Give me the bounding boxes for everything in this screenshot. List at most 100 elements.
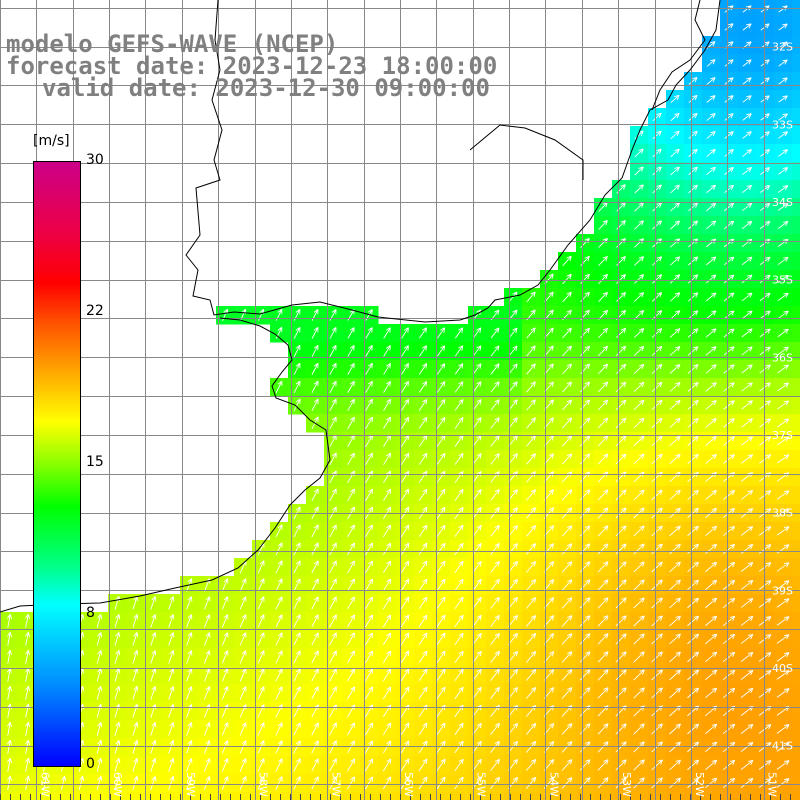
wind-arrow — [634, 202, 644, 212]
field-cell — [756, 792, 775, 800]
field-cell — [90, 792, 109, 800]
wind-arrow — [777, 185, 789, 193]
wind-arrow — [598, 345, 609, 357]
wind-arrow — [670, 94, 680, 104]
wind-arrow — [293, 362, 301, 376]
lon-label: 61W — [38, 772, 51, 797]
wind-arrow — [615, 345, 627, 357]
lon-label: 59W — [184, 772, 197, 797]
field-cell — [792, 252, 800, 271]
wind-arrow — [778, 77, 788, 85]
colorbar-unit: [m/s] — [33, 133, 70, 149]
wind-arrow — [706, 130, 716, 139]
wind-arrow — [723, 220, 735, 230]
wind-arrow — [275, 380, 283, 394]
wind-arrow — [724, 59, 734, 67]
wind-arrow — [669, 274, 681, 284]
wind-arrow — [778, 59, 788, 67]
field-cell — [792, 576, 800, 595]
wind-arrow — [723, 328, 735, 338]
colorbar-tick-label: 22 — [86, 303, 104, 319]
wind-arrow — [526, 363, 536, 375]
wind-arrow — [616, 292, 626, 302]
field-cell — [792, 270, 800, 289]
wind-arrow — [454, 345, 464, 357]
field-cell — [72, 792, 91, 800]
field-cell — [0, 792, 19, 800]
wind-arrow — [490, 327, 500, 339]
wind-arrow — [651, 346, 663, 356]
wind-arrow — [490, 345, 500, 357]
wind-arrow — [687, 346, 699, 356]
wind-arrow — [508, 345, 518, 357]
wind-arrow — [275, 326, 283, 339]
wind-arrow — [347, 362, 355, 375]
wind-arrow — [688, 148, 698, 158]
lat-label: 39S — [772, 584, 793, 597]
wind-arrow — [616, 327, 627, 338]
wind-arrow — [526, 327, 536, 339]
wind-arrow — [687, 274, 699, 284]
wind-arrow — [687, 292, 699, 302]
wind-arrow — [580, 345, 590, 357]
field-cell — [792, 738, 800, 757]
wind-arrow — [633, 345, 645, 356]
field-cell — [774, 792, 793, 800]
field-cell — [450, 792, 469, 800]
field-cell — [792, 180, 800, 199]
wind-arrow — [454, 327, 464, 339]
wind-arrow — [742, 149, 752, 157]
wind-arrow — [562, 255, 572, 267]
lon-label: 60W — [111, 772, 124, 797]
wind-arrow — [634, 220, 644, 230]
field-cell — [792, 234, 800, 253]
wind-arrow — [652, 220, 662, 230]
field-cell — [702, 792, 721, 800]
wind-arrow — [418, 363, 428, 375]
field-cell — [270, 792, 289, 800]
wind-arrow — [778, 149, 788, 157]
wind-arrow — [508, 363, 518, 375]
wind-arrow — [544, 363, 554, 375]
field-cell — [792, 450, 800, 469]
field-cell — [792, 18, 800, 37]
lat-label: 36S — [772, 351, 793, 364]
field-cell — [792, 612, 800, 631]
wind-arrow — [472, 327, 482, 339]
wind-arrow — [723, 292, 735, 302]
lat-label: 41S — [772, 740, 793, 753]
lon-label: 55W — [475, 772, 488, 797]
wind-arrow — [688, 77, 698, 85]
wind-arrow — [633, 328, 645, 338]
field-cell — [54, 792, 73, 800]
wind-arrow — [741, 256, 753, 266]
wind-arrow — [706, 77, 716, 85]
wind-arrow — [598, 273, 608, 284]
field-cell — [144, 792, 163, 800]
wind-arrow — [706, 113, 716, 121]
wind-arrow — [741, 346, 753, 356]
wind-arrow — [311, 362, 319, 375]
field-cell — [288, 792, 307, 800]
wind-arrow — [706, 202, 716, 212]
wind-arrow — [293, 344, 301, 357]
lon-label: 51W — [766, 772, 779, 797]
field-cell — [666, 792, 685, 800]
wind-arrow — [742, 77, 752, 85]
field-cell — [504, 792, 523, 800]
wind-arrow — [669, 364, 681, 374]
field-cell — [792, 756, 800, 775]
wind-arrow — [347, 327, 355, 339]
lat-label: 35S — [772, 274, 793, 287]
wind-arrow — [598, 220, 608, 230]
wind-arrow — [651, 363, 663, 374]
wind-arrow — [634, 256, 644, 266]
wind-arrow — [724, 149, 734, 157]
wind-arrow — [742, 23, 752, 31]
wind-arrow — [651, 328, 663, 338]
field-cell — [378, 792, 397, 800]
wind-arrow — [544, 273, 554, 285]
field-cell — [342, 792, 361, 800]
wind-arrow — [652, 148, 662, 158]
wind-arrow — [670, 148, 680, 158]
